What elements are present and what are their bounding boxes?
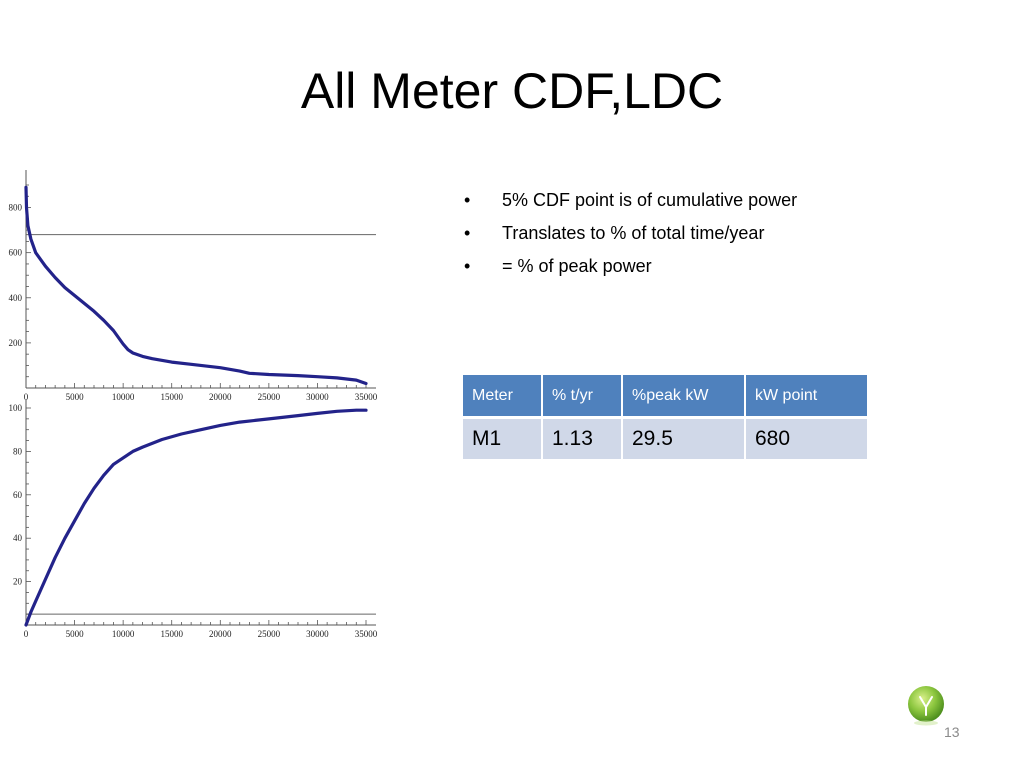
bullet-marker: • — [464, 223, 471, 243]
y-tick-label: 400 — [9, 293, 23, 303]
x-tick-label: 15000 — [160, 392, 183, 402]
y-tick-label: 20 — [13, 577, 23, 587]
bullet-item: • Translates to % of total time/year — [462, 217, 797, 250]
slide-title: All Meter CDF,LDC — [300, 63, 724, 119]
x-tick-label: 0 — [24, 629, 29, 639]
y-tick-label: 600 — [9, 248, 23, 258]
y-tick-label: 60 — [13, 490, 23, 500]
column-header-peak: %peak kW — [623, 375, 746, 419]
y-tick-label: 40 — [13, 533, 23, 543]
bullet-item: • 5% CDF point is of cumulative power — [462, 184, 797, 217]
table-cell: 29.5 — [623, 419, 746, 459]
table-header-row: Meter % t/yr %peak kW kW point — [463, 375, 867, 419]
y-tick-label: 200 — [9, 338, 23, 348]
x-tick-label: 5000 — [66, 392, 85, 402]
charts-area: 0 5000 10000 15000 20000 25000 30000 3500020040… — [9, 170, 378, 639]
y-tick-label: 800 — [9, 203, 23, 213]
y-tick-label: 80 — [13, 446, 23, 456]
cdf-chart: 0 5000 10000 15000 20000 25000 30000 35000 20 40 6… — [9, 400, 378, 639]
x-tick-label: 30000 — [306, 629, 329, 639]
bullet-marker: • — [464, 190, 471, 210]
x-tick-label: 25000 — [258, 629, 281, 639]
column-header-meter: Meter — [463, 375, 543, 419]
x-tick-label: 15000 — [160, 629, 183, 639]
page-number: 13 — [944, 724, 960, 740]
load-duration-chart: 0 5000 10000 15000 20000 25000 30000 35000 200 40… — [9, 170, 378, 402]
x-tick-label: 20000 — [209, 392, 232, 402]
x-tick-label: 35000 — [355, 629, 378, 639]
bullet-item: • = % of peak power — [462, 250, 797, 283]
x-tick-label: 30000 — [306, 392, 329, 402]
table-cell: 1.13 — [543, 419, 623, 459]
x-tick-label: 25000 — [258, 392, 281, 402]
series-line — [24, 185, 368, 386]
column-header-time: % t/yr — [543, 375, 623, 419]
x-tick-label: 20000 — [209, 629, 232, 639]
table-cell: 680 — [746, 419, 867, 459]
table-cell: M1 — [463, 419, 543, 459]
x-tick-label: 0 — [24, 392, 29, 402]
series-line — [24, 408, 368, 627]
bullet-marker: • — [464, 256, 471, 276]
x-tick-label: 10000 — [112, 392, 135, 402]
x-tick-label: 10000 — [112, 629, 135, 639]
bullet-text: 5% CDF point is of cumulative power — [502, 190, 798, 210]
bullet-text: Translates to % of total time/year — [502, 223, 765, 243]
bullet-text: = % of peak power — [502, 256, 652, 276]
leaf-logo-icon — [908, 686, 944, 726]
x-tick-label: 35000 — [355, 392, 378, 402]
table-row: M1 1.13 29.5 680 — [463, 419, 867, 459]
y-tick-label: 100 — [9, 403, 23, 413]
bullet-list: • 5% CDF point is of cumulative power • Tr… — [462, 184, 797, 283]
meter-table: Meter % t/yr %peak kW kW point M1 1.13 2… — [463, 375, 867, 459]
x-tick-label: 5000 — [66, 629, 85, 639]
column-header-kw-point: kW point — [746, 375, 867, 419]
